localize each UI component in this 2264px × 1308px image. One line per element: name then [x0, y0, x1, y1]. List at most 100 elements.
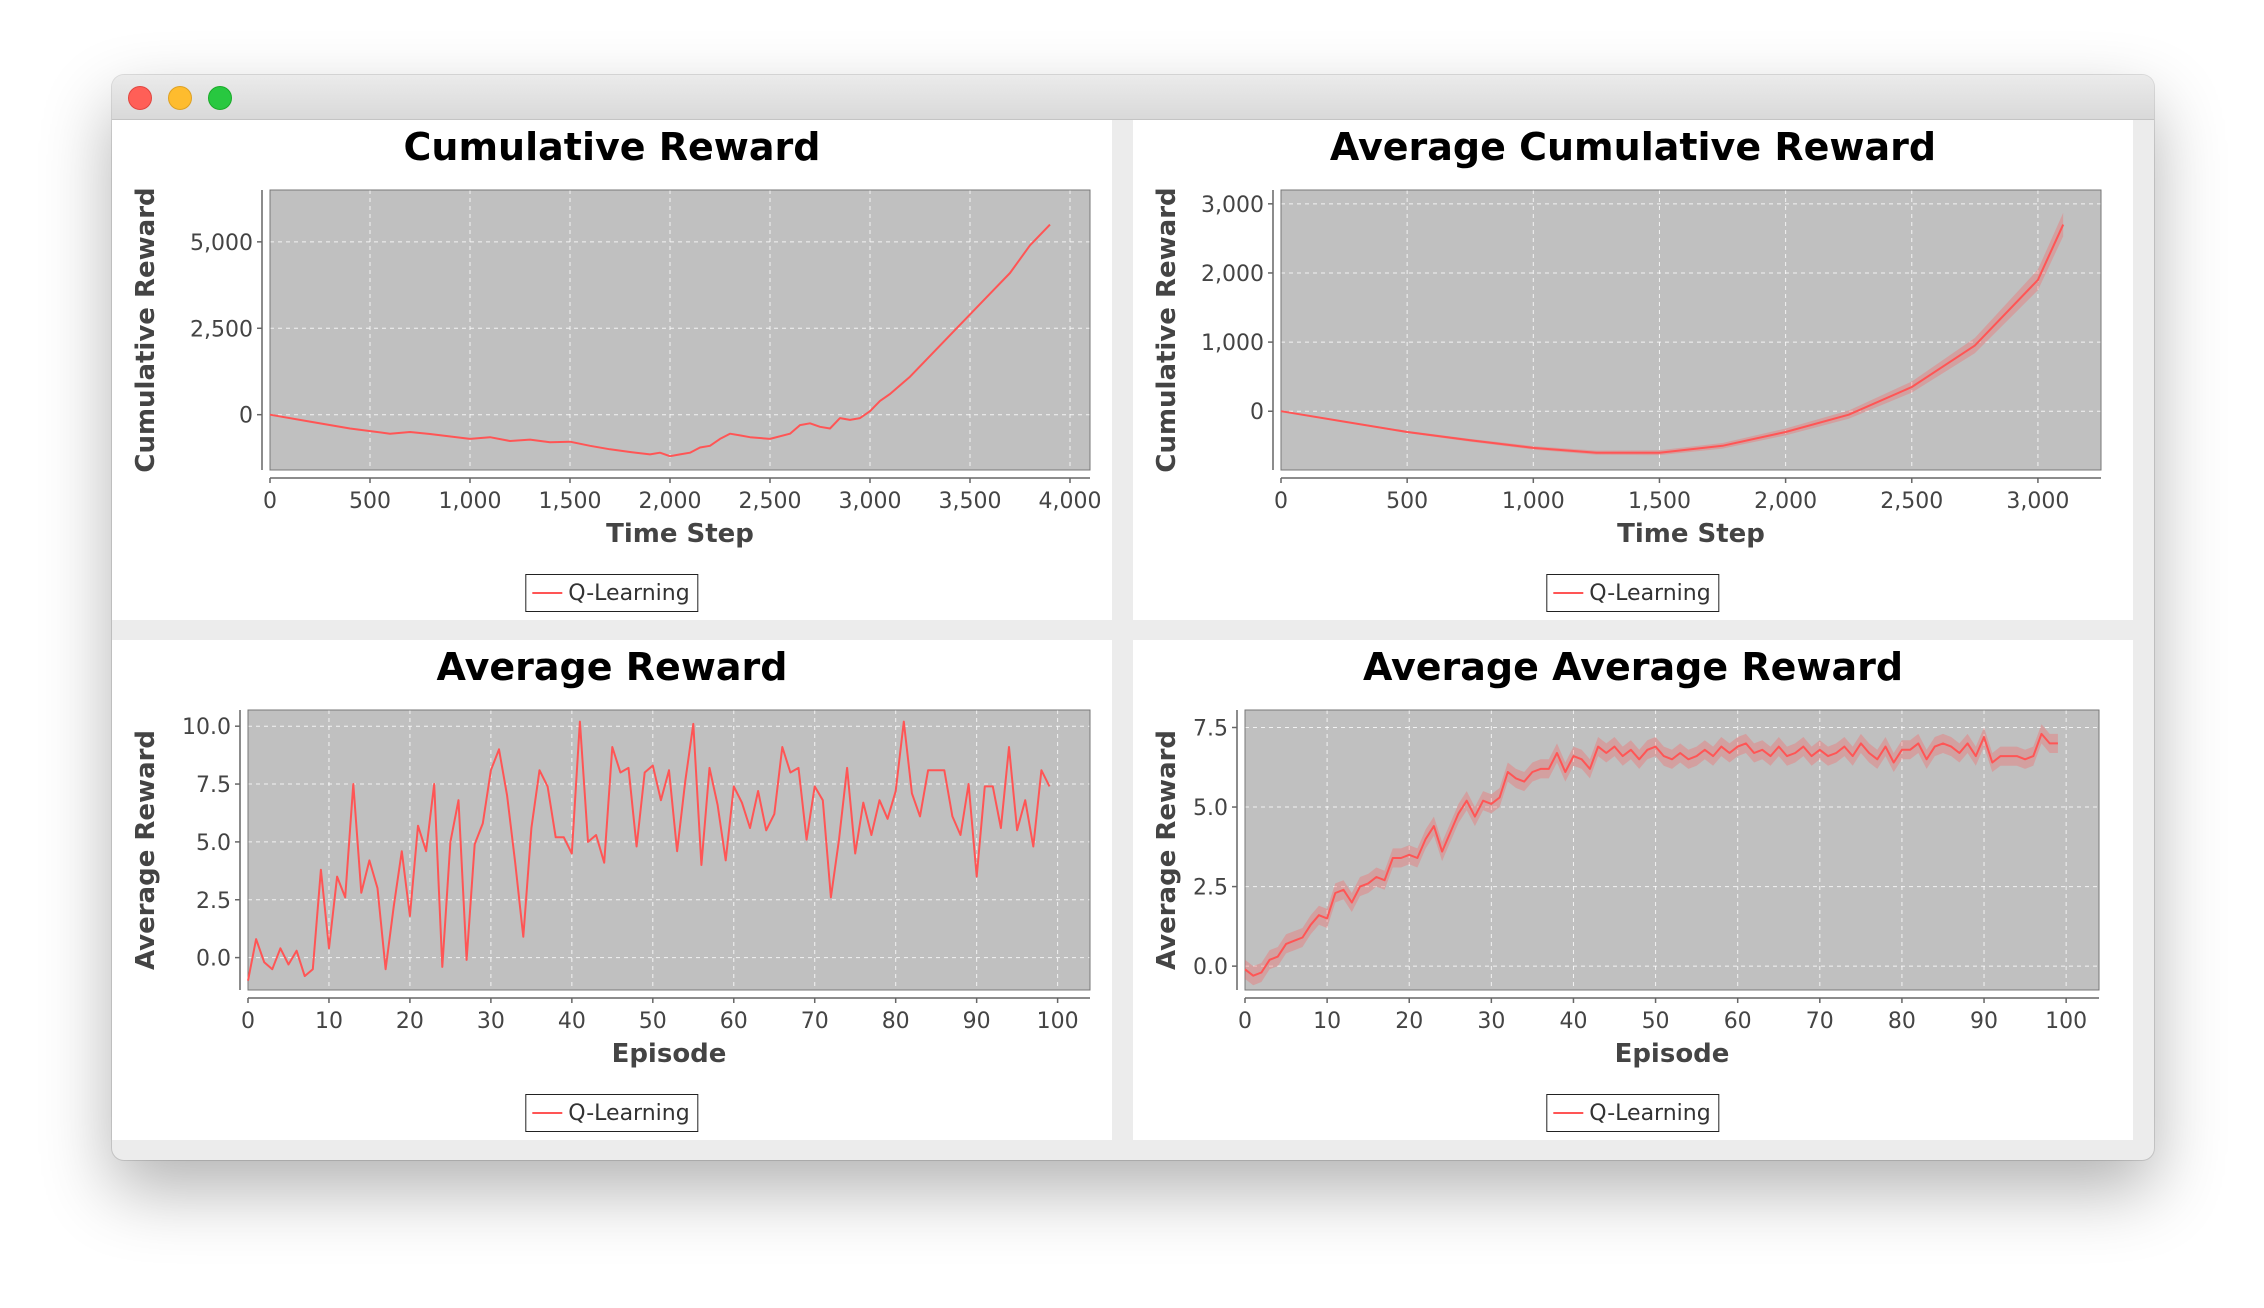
y-tick-label: 0.0: [1193, 955, 1228, 980]
x-tick-label: 80: [882, 1009, 910, 1034]
close-button[interactable]: [128, 86, 152, 110]
x-tick-label: 20: [396, 1009, 424, 1034]
x-tick-label: 2,000: [639, 489, 702, 514]
x-tick-label: 1,500: [539, 489, 602, 514]
y-tick-label: 2,000: [1201, 262, 1264, 287]
series-line: [247, 720, 1051, 981]
y-tick-label: 7.5: [1193, 717, 1228, 742]
x-tick-label: 50: [639, 1009, 667, 1034]
legend-swatch: [1553, 592, 1584, 594]
x-tick-label: 100: [1037, 1009, 1079, 1034]
chart-panel-average-reward: Average Reward 0 10 20 30 40 50 60 70 80 90 100 0.0 2…: [112, 640, 1112, 1140]
plot-border: [1280, 189, 2102, 471]
series-group: [1280, 212, 2065, 456]
x-tick-label: 500: [1386, 489, 1428, 514]
chart-legend: Q-Learning: [525, 574, 699, 612]
x-tick-label: 1,000: [439, 489, 502, 514]
series-line: [1280, 224, 2065, 454]
y-tick-label: 2,500: [190, 317, 253, 342]
x-tick-label: 90: [1970, 1009, 1998, 1034]
series-group: [269, 223, 1051, 458]
chart-panel-average-average-reward: Average Average Reward 0 10 20 30 40 50 60 70 80 9…: [1133, 640, 2133, 1140]
y-tick-label: 7.5: [196, 773, 231, 798]
plot-border: [247, 709, 1091, 991]
plot-area: [1281, 190, 2101, 470]
title-bar: [112, 75, 2154, 120]
legend-swatch: [532, 1112, 563, 1114]
chart-average-cumulative-reward: Average Cumulative Reward 0 500 1,000 1,500 2…: [1152, 125, 2102, 549]
chart-title: Average Average Reward: [1363, 645, 1903, 689]
legend-label: Q-Learning: [1589, 580, 1711, 606]
x-tick-label: 80: [1888, 1009, 1916, 1034]
y-axis-label: Average Reward: [1152, 730, 1182, 970]
y-tick-label: 1,000: [1201, 331, 1264, 356]
y-axis-label: Cumulative Reward: [131, 187, 161, 472]
x-tick-label: 3,000: [839, 489, 902, 514]
x-tick-label: 10: [315, 1009, 343, 1034]
x-tick-label: 2,000: [1754, 489, 1817, 514]
x-tick-label: 50: [1642, 1009, 1670, 1034]
series-line: [269, 223, 1051, 458]
chart-title: Average Reward: [437, 645, 788, 689]
plot-border: [1244, 709, 2100, 991]
y-axis-label: Cumulative Reward: [1152, 187, 1182, 472]
chart-panel-cumulative-reward: Cumulative Reward 0 500 1,000 1,500 2,000 2,50…: [112, 120, 1112, 620]
y-tick-label: 3,000: [1201, 193, 1264, 218]
x-tick-label: 30: [477, 1009, 505, 1034]
y-tick-label: 0.0: [196, 947, 231, 972]
x-axis-label: Episode: [1615, 1039, 1730, 1069]
y-tick-label: 2.5: [1193, 876, 1228, 901]
x-tick-label: 70: [1806, 1009, 1834, 1034]
x-tick-label: 0: [1238, 1009, 1252, 1034]
x-tick-label: 2,500: [739, 489, 802, 514]
chart-panel-average-cumulative-reward: Average Cumulative Reward 0 500 1,000 1,500 2…: [1133, 120, 2133, 620]
x-tick-label: 90: [963, 1009, 991, 1034]
x-tick-label: 1,000: [1502, 489, 1565, 514]
x-tick-label: 0: [241, 1009, 255, 1034]
chart-legend: Q-Learning: [1546, 1094, 1720, 1132]
x-axis-label: Time Step: [1617, 519, 1765, 549]
y-tick-label: 10.0: [182, 715, 231, 740]
minimize-button[interactable]: [168, 86, 192, 110]
x-tick-label: 0: [1274, 489, 1288, 514]
x-tick-label: 40: [558, 1009, 586, 1034]
x-tick-label: 4,000: [1039, 489, 1102, 514]
legend-label: Q-Learning: [1589, 1100, 1711, 1126]
y-tick-label: 0: [239, 404, 253, 429]
x-tick-label: 10: [1313, 1009, 1341, 1034]
chart-cumulative-reward: Cumulative Reward 0 500 1,000 1,500 2,000 2,50…: [131, 125, 1102, 549]
x-tick-label: 40: [1559, 1009, 1587, 1034]
chart-average-average-reward: Average Average Reward 0 10 20 30 40 50 60 70 80 9…: [1152, 645, 2100, 1069]
series-line: [1244, 732, 2058, 977]
y-tick-label: 5.0: [1193, 796, 1228, 821]
series-group: [1244, 724, 2058, 986]
x-tick-label: 500: [349, 489, 391, 514]
plot-border: [269, 189, 1091, 471]
x-tick-label: 3,500: [939, 489, 1002, 514]
chart-legend: Q-Learning: [1546, 574, 1720, 612]
chart-average-reward: Average Reward 0 10 20 30 40 50 60 70 80 90 100 0.0 2…: [131, 645, 1091, 1069]
y-tick-label: 5.0: [196, 831, 231, 856]
series-group: [247, 720, 1051, 981]
x-tick-label: 1,500: [1628, 489, 1691, 514]
legend-label: Q-Learning: [568, 580, 690, 606]
legend-label: Q-Learning: [568, 1100, 690, 1126]
chart-title: Cumulative Reward: [404, 125, 821, 169]
chart-title: Average Cumulative Reward: [1330, 125, 1936, 169]
chart-grid: Cumulative Reward 0 500 1,000 1,500 2,000 2,50…: [112, 120, 2154, 1160]
x-tick-label: 0: [263, 489, 277, 514]
x-tick-label: 100: [2045, 1009, 2087, 1034]
plot-area: [248, 710, 1090, 990]
y-axis-label: Average Reward: [131, 730, 161, 970]
x-tick-label: 20: [1395, 1009, 1423, 1034]
plot-area: [270, 190, 1090, 470]
y-tick-label: 5,000: [190, 231, 253, 256]
legend-swatch: [532, 592, 563, 594]
y-tick-label: 0: [1250, 400, 1264, 425]
x-tick-label: 3,000: [2006, 489, 2069, 514]
x-axis-label: Episode: [612, 1039, 727, 1069]
legend-swatch: [1553, 1112, 1584, 1114]
zoom-button[interactable]: [208, 86, 232, 110]
x-tick-label: 60: [1724, 1009, 1752, 1034]
plot-area: [1245, 710, 2099, 990]
